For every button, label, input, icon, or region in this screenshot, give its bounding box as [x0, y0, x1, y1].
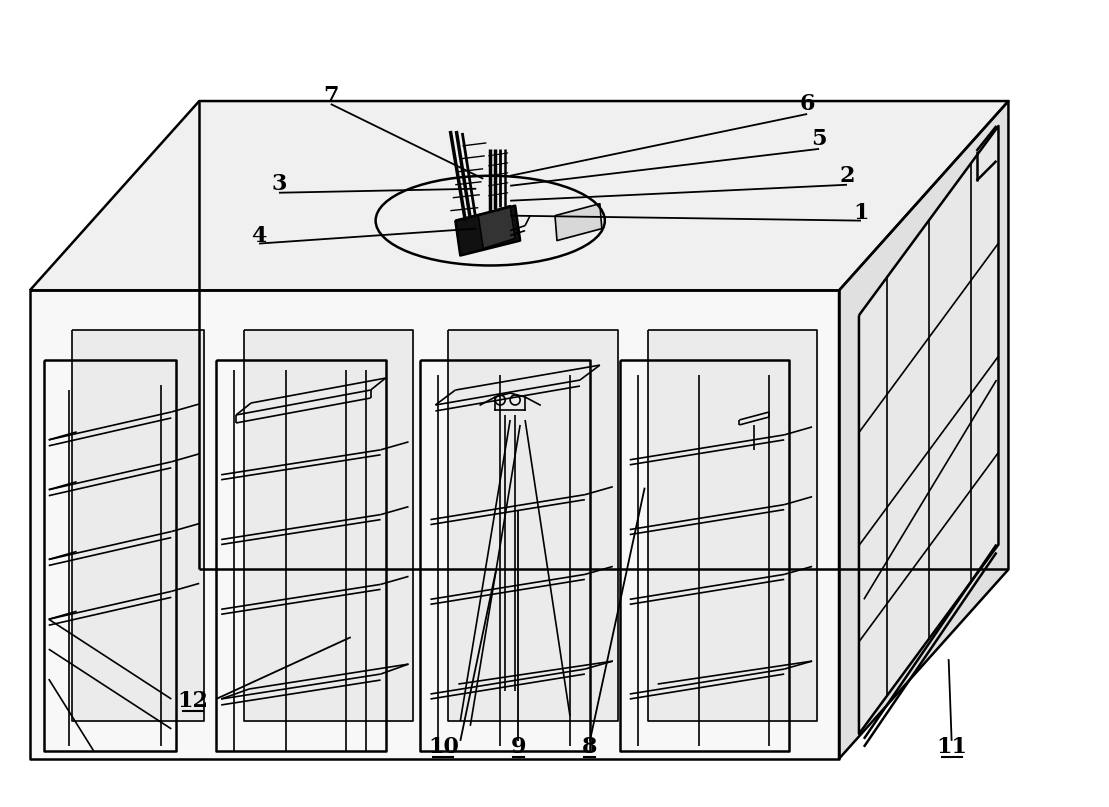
- Polygon shape: [72, 330, 204, 721]
- Text: 12: 12: [177, 690, 208, 712]
- Polygon shape: [478, 206, 516, 249]
- Polygon shape: [420, 360, 590, 751]
- Polygon shape: [648, 330, 817, 721]
- Text: 8: 8: [582, 736, 598, 758]
- Text: 11: 11: [936, 736, 967, 758]
- Polygon shape: [456, 206, 520, 256]
- Text: 4: 4: [252, 224, 266, 247]
- Polygon shape: [554, 203, 602, 240]
- Text: 1: 1: [853, 202, 868, 224]
- Text: 6: 6: [800, 93, 815, 115]
- Text: 3: 3: [272, 173, 286, 194]
- Polygon shape: [43, 360, 176, 751]
- Polygon shape: [216, 360, 386, 751]
- Polygon shape: [30, 291, 840, 759]
- Text: 9: 9: [510, 736, 526, 758]
- Text: 10: 10: [428, 736, 459, 758]
- Polygon shape: [840, 101, 1008, 759]
- Polygon shape: [244, 330, 414, 721]
- Polygon shape: [859, 126, 998, 734]
- Text: 5: 5: [812, 128, 827, 150]
- Text: 2: 2: [840, 165, 855, 186]
- Polygon shape: [620, 360, 790, 751]
- Text: 7: 7: [323, 85, 338, 107]
- Polygon shape: [30, 101, 1008, 291]
- Polygon shape: [448, 330, 618, 721]
